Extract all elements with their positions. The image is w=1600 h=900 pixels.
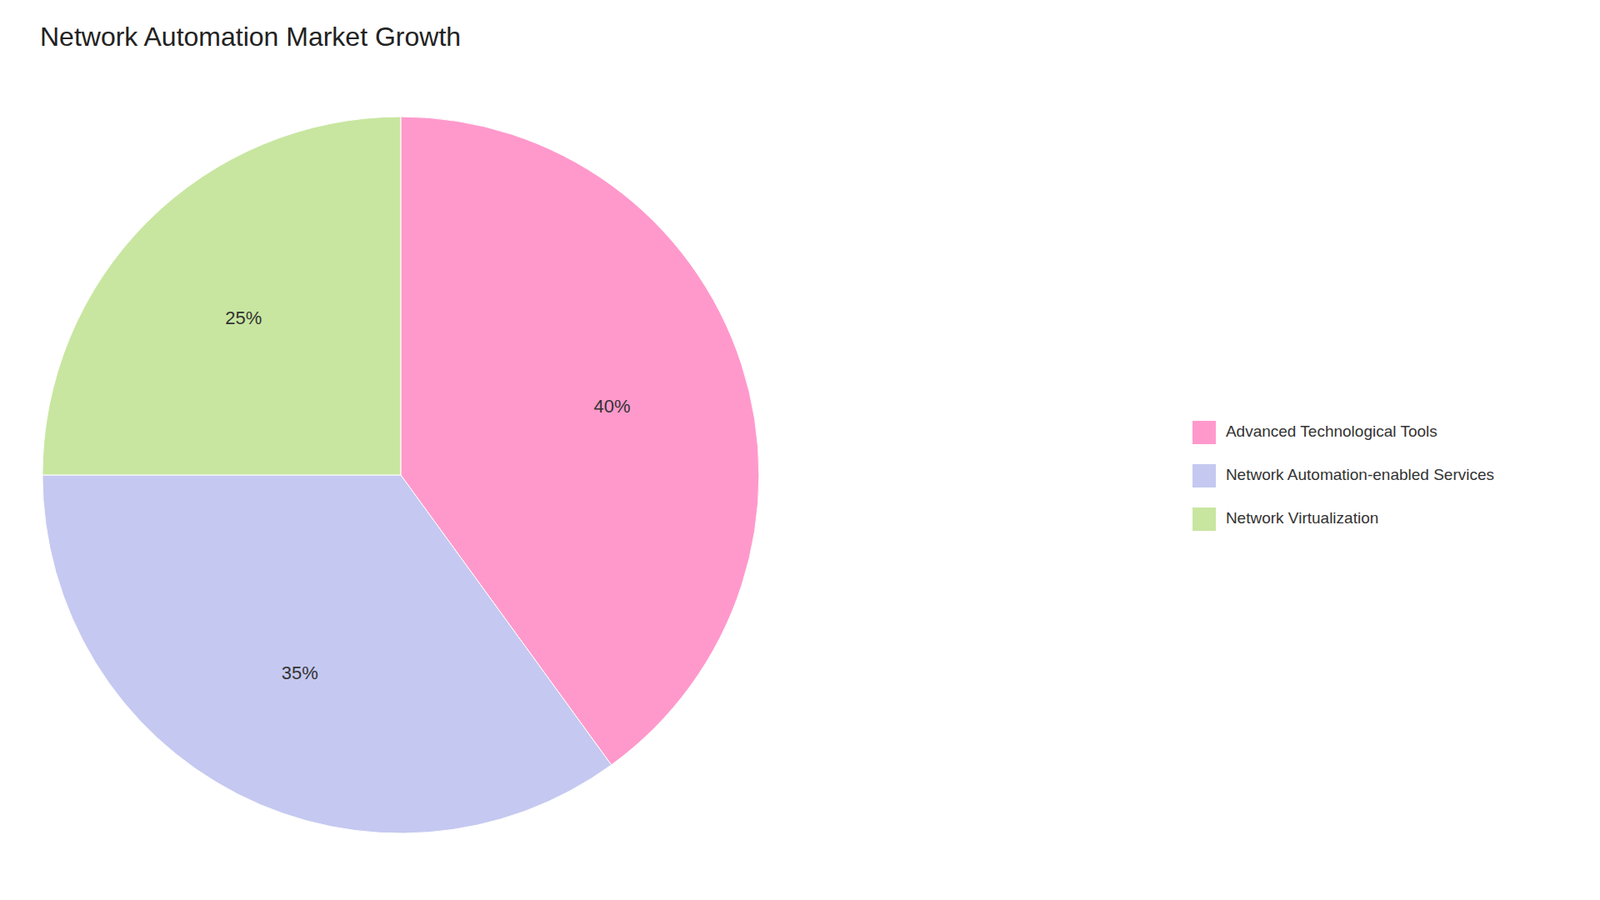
html-text:Network Automation Market Grow: Network Automation Market Growth bbox=[40, 21, 461, 52]
svg-text:40%: 40% bbox=[593, 395, 630, 417]
html-text:Advanced Technological Tools: Advanced Technological Tools bbox=[1225, 422, 1438, 440]
svg-text:35%: 35% bbox=[281, 662, 319, 684]
html-text:Network Virtualization: Network Virtualization bbox=[1225, 509, 1379, 527]
html-text:Network Automation-enabled Ser: Network Automation-enabled Services bbox=[1225, 465, 1495, 484]
svg-text:25%: 25% bbox=[225, 307, 262, 329]
